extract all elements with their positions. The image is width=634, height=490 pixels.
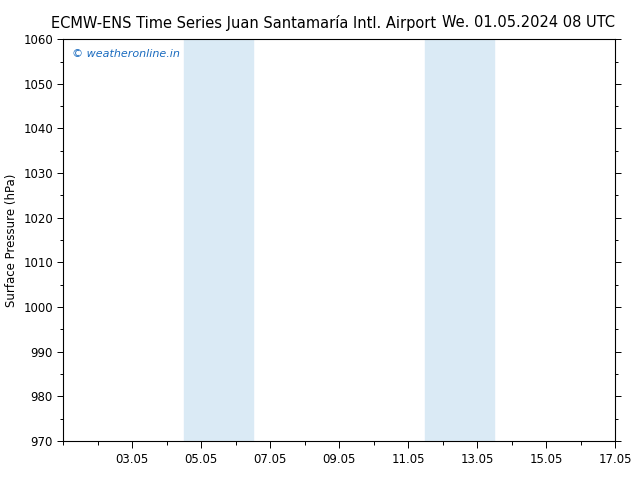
Text: ECMW-ENS Time Series Juan Santamaría Intl. Airport: ECMW-ENS Time Series Juan Santamaría Int… xyxy=(51,15,436,31)
Text: © weatheronline.in: © weatheronline.in xyxy=(72,49,179,59)
Bar xyxy=(425,39,495,441)
Text: We. 01.05.2024 08 UTC: We. 01.05.2024 08 UTC xyxy=(442,15,615,30)
Y-axis label: Surface Pressure (hPa): Surface Pressure (hPa) xyxy=(4,173,18,307)
Bar xyxy=(184,39,253,441)
